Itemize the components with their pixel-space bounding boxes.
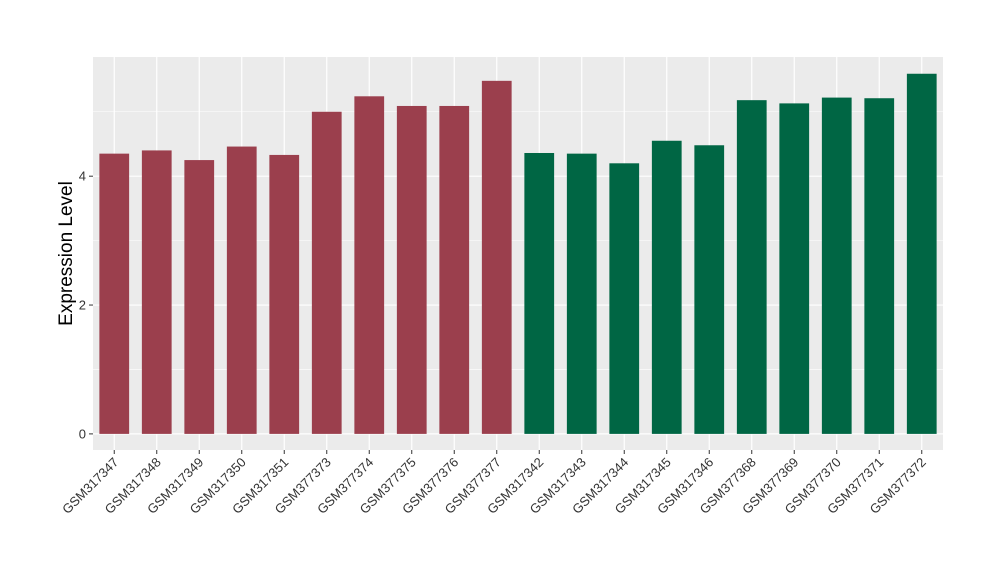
bar-GSM377370 [821,97,852,434]
bar-GSM377375 [396,105,427,434]
bar-GSM377377 [481,80,512,434]
bar-GSM377373 [311,111,342,434]
y-axis: 0 2 4 [79,169,93,441]
y-axis-title: Expression Level [56,181,77,326]
plot-area [93,57,943,450]
bar-GSM377376 [439,105,470,434]
bar-GSM317344 [609,163,640,434]
y-tick-label: 2 [79,298,86,313]
bar-GSM317351 [269,154,300,434]
bar-GSM317343 [566,153,597,434]
bar-GSM317342 [524,152,555,434]
bars [99,73,937,434]
bar-GSM317350 [226,146,257,434]
bar-GSM377372 [906,73,937,434]
bar-GSM317349 [184,160,215,434]
y-tick-label: 0 [79,426,86,441]
plot-panel [93,57,943,450]
bar-GSM317348 [141,150,172,434]
bar-GSM317345 [651,140,682,434]
bar-GSM317347 [99,153,130,434]
bar-GSM377368 [736,100,767,434]
bar-GSM377371 [864,98,895,434]
bar-GSM377374 [354,96,385,434]
bar-GSM317346 [694,145,725,434]
x-axis: GSM317347GSM317348GSM317349GSM317350GSM3… [59,450,929,517]
y-tick-label: 4 [79,169,86,184]
bar-GSM377369 [779,103,810,434]
